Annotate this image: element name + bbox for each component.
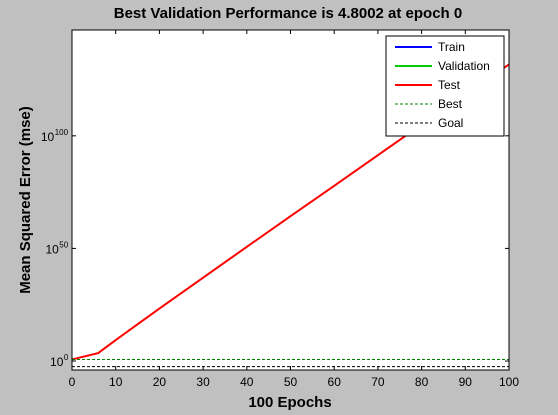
x-axis-ticks: 0 10 20 30 40 50 60 70 80 90 100 xyxy=(69,30,519,389)
legend-label-goal: Goal xyxy=(438,116,463,130)
y-tick-base: 10 xyxy=(45,242,59,256)
legend: Train Validation Test Best Goal xyxy=(385,35,505,137)
x-tick-label: 70 xyxy=(371,375,385,389)
x-tick-label: 20 xyxy=(153,375,167,389)
y-tick-exponent: 100 xyxy=(55,128,69,137)
x-tick-label: 0 xyxy=(69,375,76,389)
y-tick-label: 10 0 xyxy=(50,353,69,369)
legend-label-test: Test xyxy=(438,78,461,92)
y-tick-label: 10 100 xyxy=(41,128,69,144)
y-tick-exponent: 50 xyxy=(59,240,68,249)
x-tick-label: 50 xyxy=(284,375,298,389)
legend-label-best: Best xyxy=(438,97,463,111)
x-tick-label: 100 xyxy=(499,375,519,389)
x-tick-label: 60 xyxy=(328,375,342,389)
y-axis-label: Mean Squared Error (mse) xyxy=(17,106,34,294)
x-tick-label: 30 xyxy=(196,375,210,389)
y-tick-label: 10 50 xyxy=(45,240,68,256)
y-tick-base: 10 xyxy=(50,355,64,369)
x-tick-label: 40 xyxy=(240,375,254,389)
legend-label-train: Train xyxy=(438,40,465,54)
x-tick-label: 10 xyxy=(109,375,123,389)
legend-label-validation: Validation xyxy=(438,59,490,73)
y-tick-exponent: 0 xyxy=(64,353,69,362)
y-tick-base: 10 xyxy=(41,130,55,144)
x-tick-label: 80 xyxy=(415,375,429,389)
chart-title: Best Validation Performance is 4.8002 at… xyxy=(114,5,462,22)
x-axis-label: 100 Epochs xyxy=(248,394,331,411)
x-tick-label: 90 xyxy=(459,375,473,389)
